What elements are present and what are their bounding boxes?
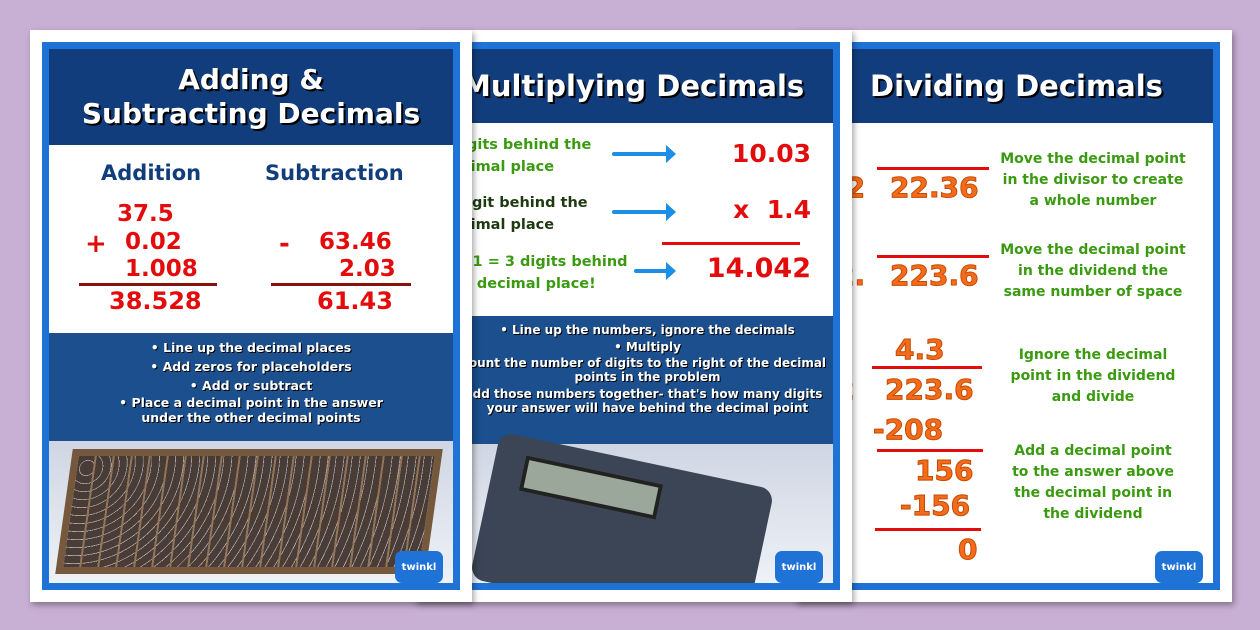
note-line: in the divisor to create bbox=[1002, 172, 1184, 188]
note-line: point in the dividend bbox=[1010, 368, 1176, 384]
note-line: · 1 = 3 digits behind bbox=[462, 254, 628, 270]
dividing-decimals-poster: Dividing Decimals .2 22.36 2. 223.6 4.3 … bbox=[795, 30, 1232, 602]
plus-sign: + bbox=[85, 229, 107, 259]
ex2-dividend: 223.6 bbox=[890, 259, 980, 293]
bullet-item: • Line up the decimal places bbox=[150, 340, 352, 355]
bullet-item: ount the number of digits to the right o… bbox=[468, 355, 827, 370]
note-line: igits behind the bbox=[462, 137, 592, 153]
adding-subtracting-decimals-poster: Adding & Subtracting Decimals Addition S… bbox=[30, 30, 472, 602]
bullet-item: your answer will have behind the decimal… bbox=[486, 401, 809, 416]
poster-frame: Multiplying Decimals igits behind the cim… bbox=[455, 42, 840, 590]
subtrahend: 2.03 bbox=[339, 256, 396, 282]
note-line: cimal place bbox=[462, 216, 555, 233]
addition-heading: Addition bbox=[101, 161, 202, 185]
addend-1: 37.5 bbox=[117, 201, 174, 227]
poster-title: Adding & Subtracting Decimals bbox=[49, 49, 453, 145]
addend-2: 0.02 bbox=[125, 229, 182, 255]
step-3-note: · 1 = 3 digits behind e decimal place! bbox=[462, 252, 628, 296]
minus-sign: - bbox=[279, 229, 290, 259]
ex3-dividend: 223.6 bbox=[885, 373, 975, 407]
poster-frame: Dividing Decimals .2 22.36 2. 223.6 4.3 … bbox=[833, 42, 1220, 590]
addend-3: 1.008 bbox=[125, 256, 198, 282]
title-line: Adding & bbox=[178, 63, 324, 97]
ex3-remainder: 156 bbox=[914, 454, 974, 488]
note-line: same number of space bbox=[1003, 284, 1183, 300]
bullet-item: • Multiply bbox=[614, 340, 681, 355]
division-bar bbox=[877, 255, 989, 258]
subtraction-heading: Subtraction bbox=[265, 161, 404, 185]
note-1: Move the decimal point in the divisor to … bbox=[998, 149, 1188, 212]
title-line: Subtracting Decimals bbox=[81, 97, 421, 130]
bullet-item: points in the problem bbox=[574, 369, 721, 384]
note-3: Ignore the decimal point in the dividend a… bbox=[998, 345, 1188, 408]
note-line: the dividend bbox=[1043, 506, 1143, 522]
ex3-zero: 0 bbox=[957, 533, 978, 567]
ex3-subtract2: -156 bbox=[899, 489, 971, 523]
division-bar bbox=[877, 167, 989, 170]
note-line: and divide bbox=[1051, 389, 1135, 405]
note-line: a whole number bbox=[1029, 193, 1157, 209]
step-2-note: ligit behind the cimal place bbox=[462, 193, 588, 237]
subtraction-result: 61.43 bbox=[317, 287, 393, 315]
note-line: Move the decimal point bbox=[1000, 242, 1186, 258]
note-line: the decimal point in bbox=[1013, 485, 1173, 501]
addition-bar bbox=[79, 283, 217, 286]
ex3-quotient: 4.3 bbox=[895, 333, 946, 367]
note-2: Move the decimal point in the dividend th… bbox=[998, 240, 1188, 303]
arrow-right-icon bbox=[612, 145, 676, 163]
calculator-body bbox=[469, 431, 775, 583]
note-line: e decimal place! bbox=[462, 275, 596, 292]
minuend: 63.46 bbox=[319, 229, 392, 255]
subtraction-bar bbox=[877, 449, 983, 452]
note-line: to the answer above bbox=[1012, 464, 1174, 480]
bullet-item: • Add or subtract bbox=[189, 377, 313, 393]
poster-title: Dividing Decimals bbox=[840, 49, 1213, 123]
subtraction-bar bbox=[271, 283, 411, 286]
arrow-right-icon bbox=[634, 262, 676, 280]
poster-title: Multiplying Decimals bbox=[462, 49, 833, 123]
bullet-item: • Line up the numbers, ignore the decima… bbox=[500, 323, 795, 337]
twinkl-logo: twinkl bbox=[395, 551, 443, 583]
multiplicand: 10.03 bbox=[731, 139, 811, 168]
ex1-dividend: 22.36 bbox=[890, 171, 980, 205]
note-4: Add a decimal point to the answer above th… bbox=[998, 441, 1188, 525]
bullet-item: under the other decimal points bbox=[141, 410, 361, 426]
multiplying-decimals-poster: Multiplying Decimals igits behind the cim… bbox=[415, 30, 852, 602]
bullet-item: • Place a decimal point in the answer bbox=[119, 395, 383, 411]
step-1-note: igits behind the cimal place bbox=[462, 135, 591, 179]
note-line: ligit behind the bbox=[462, 195, 588, 211]
poster-frame: Adding & Subtracting Decimals Addition S… bbox=[42, 42, 460, 590]
abacus-image bbox=[49, 441, 453, 583]
note-line: Move the decimal point bbox=[1000, 151, 1186, 167]
twinkl-logo: twinkl bbox=[775, 551, 823, 583]
twinkl-logo: twinkl bbox=[1155, 551, 1203, 583]
addition-result: 38.528 bbox=[109, 287, 202, 315]
calculator-image bbox=[462, 431, 833, 583]
instructions-panel: • Line up the decimal places • Add zeros… bbox=[49, 333, 453, 441]
multiplier: x 1.4 bbox=[733, 195, 811, 224]
note-line: cimal place bbox=[462, 158, 555, 175]
note-line: Ignore the decimal bbox=[1018, 347, 1168, 363]
bullet-item: dd those numbers together- that's how ma… bbox=[472, 387, 823, 402]
instructions-panel: • Line up the numbers, ignore the decima… bbox=[462, 316, 833, 444]
note-line: Add a decimal point bbox=[1014, 443, 1172, 459]
product: 14.042 bbox=[706, 253, 811, 284]
division-bar bbox=[872, 366, 982, 369]
arrow-right-icon bbox=[612, 203, 676, 221]
abacus-frame bbox=[55, 449, 443, 574]
bullet-item: • Add zeros for placeholders bbox=[150, 358, 352, 374]
calculator-screen bbox=[518, 455, 664, 520]
ex3-subtract1: -208 bbox=[872, 413, 944, 447]
note-line: in the dividend the bbox=[1018, 263, 1168, 279]
multiplication-bar bbox=[662, 242, 800, 245]
subtraction-bar bbox=[875, 528, 981, 531]
